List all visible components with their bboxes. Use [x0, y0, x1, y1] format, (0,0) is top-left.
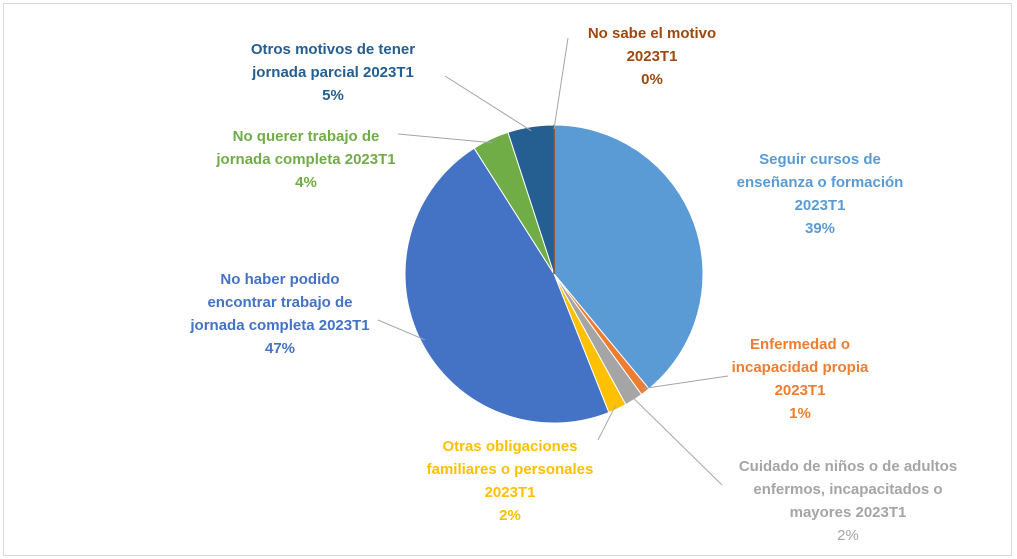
category-label: Cuidado de niños o de adultos enfermos, …	[738, 458, 958, 521]
category-label: No querer trabajo de jornada completa 20…	[216, 128, 396, 168]
slice-label: No querer trabajo de jornada completa 20…	[211, 125, 401, 194]
value-label: 2%	[499, 507, 521, 524]
value-label: 1%	[789, 405, 811, 422]
slice-label: No sabe el motivo 2023T1 0%	[567, 22, 737, 91]
value-label: 39%	[804, 220, 836, 237]
category-label: Otros motivos de tener jornada parcial 2…	[250, 41, 416, 81]
pie-slice	[404, 147, 610, 424]
leader-line	[377, 319, 425, 341]
leader-line	[444, 75, 532, 132]
chart-frame	[3, 3, 1012, 556]
slice-label: Otras obligaciones familiares o personal…	[415, 435, 605, 527]
leader-line	[553, 37, 569, 130]
value-label: 47%	[264, 340, 296, 357]
slice-label: No haber podido encontrar trabajo de jor…	[185, 268, 375, 360]
pie-slice	[553, 124, 704, 390]
category-label: No haber podido encontrar trabajo de jor…	[190, 271, 370, 334]
value-label: 5%	[322, 87, 344, 104]
category-label: No sabe el motivo 2023T1	[587, 25, 717, 65]
category-label: Seguir cursos de enseñanza o formación 2…	[736, 151, 904, 214]
slice-label: Enfermedad o incapacidad propia 2023T1 1%	[710, 333, 890, 425]
leader-line	[397, 133, 493, 144]
slice-label: Cuidado de niños o de adultos enfermos, …	[728, 455, 968, 547]
value-label: 0%	[641, 71, 663, 88]
slice-label: Seguir cursos de enseñanza o formación 2…	[720, 148, 920, 240]
leader-line	[631, 396, 723, 486]
value-label: 2%	[837, 527, 859, 544]
leader-line	[642, 375, 729, 390]
category-label: Otras obligaciones familiares o personal…	[426, 438, 594, 501]
slice-label: Otros motivos de tener jornada parcial 2…	[223, 38, 443, 107]
category-label: Enfermedad o incapacidad propia 2023T1	[731, 336, 869, 399]
leader-line	[597, 404, 617, 441]
value-label: 4%	[295, 174, 317, 191]
